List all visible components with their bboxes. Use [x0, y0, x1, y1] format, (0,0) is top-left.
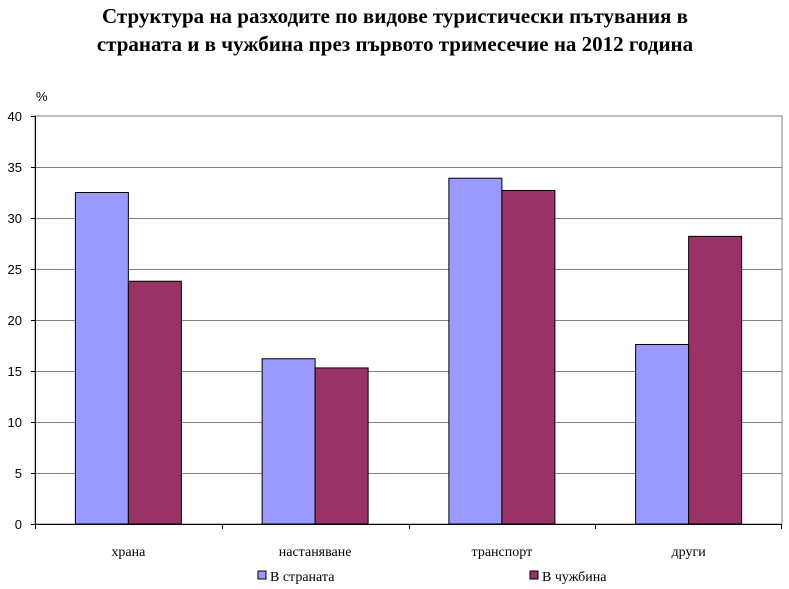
legend-swatch — [529, 570, 539, 580]
y-axis-label: % — [36, 89, 48, 104]
legend-label: В страната — [270, 570, 335, 585]
y-tick-label: 5 — [15, 466, 22, 481]
legend: В страната В чужбина — [257, 570, 607, 585]
chart-title: Структура на разходите по видове туристи… — [96, 4, 694, 56]
y-tick-label: 30 — [8, 211, 22, 226]
bars — [74, 177, 743, 525]
x-tick-label: други — [672, 545, 707, 560]
x-tick-label: настаняване — [279, 545, 352, 560]
x-tick-label: храна — [111, 545, 146, 560]
y-tick-label: 40 — [8, 109, 22, 124]
y-tick-label: 0 — [15, 517, 22, 532]
bar-abroad — [314, 367, 369, 525]
y-tick-label: 10 — [8, 415, 22, 430]
y-tick-label: 25 — [8, 262, 22, 277]
y-tick-label: 35 — [8, 160, 22, 175]
axes: % 0 5 10 15 20 25 30 35 40 храна настаняване трансп… — [8, 89, 782, 560]
legend-swatch — [257, 570, 267, 580]
x-tick-label: транспорт — [472, 545, 533, 560]
bar-abroad — [501, 189, 556, 525]
bar-abroad — [127, 280, 182, 525]
bar-domestic — [448, 177, 503, 525]
legend-label: В чужбина — [542, 570, 607, 585]
bar-domestic — [74, 192, 129, 525]
y-tick-label: 15 — [8, 364, 22, 379]
y-tick-label: 20 — [8, 313, 22, 328]
bar-abroad — [688, 235, 743, 525]
bar-domestic — [635, 343, 690, 525]
bar-domestic — [261, 358, 316, 525]
